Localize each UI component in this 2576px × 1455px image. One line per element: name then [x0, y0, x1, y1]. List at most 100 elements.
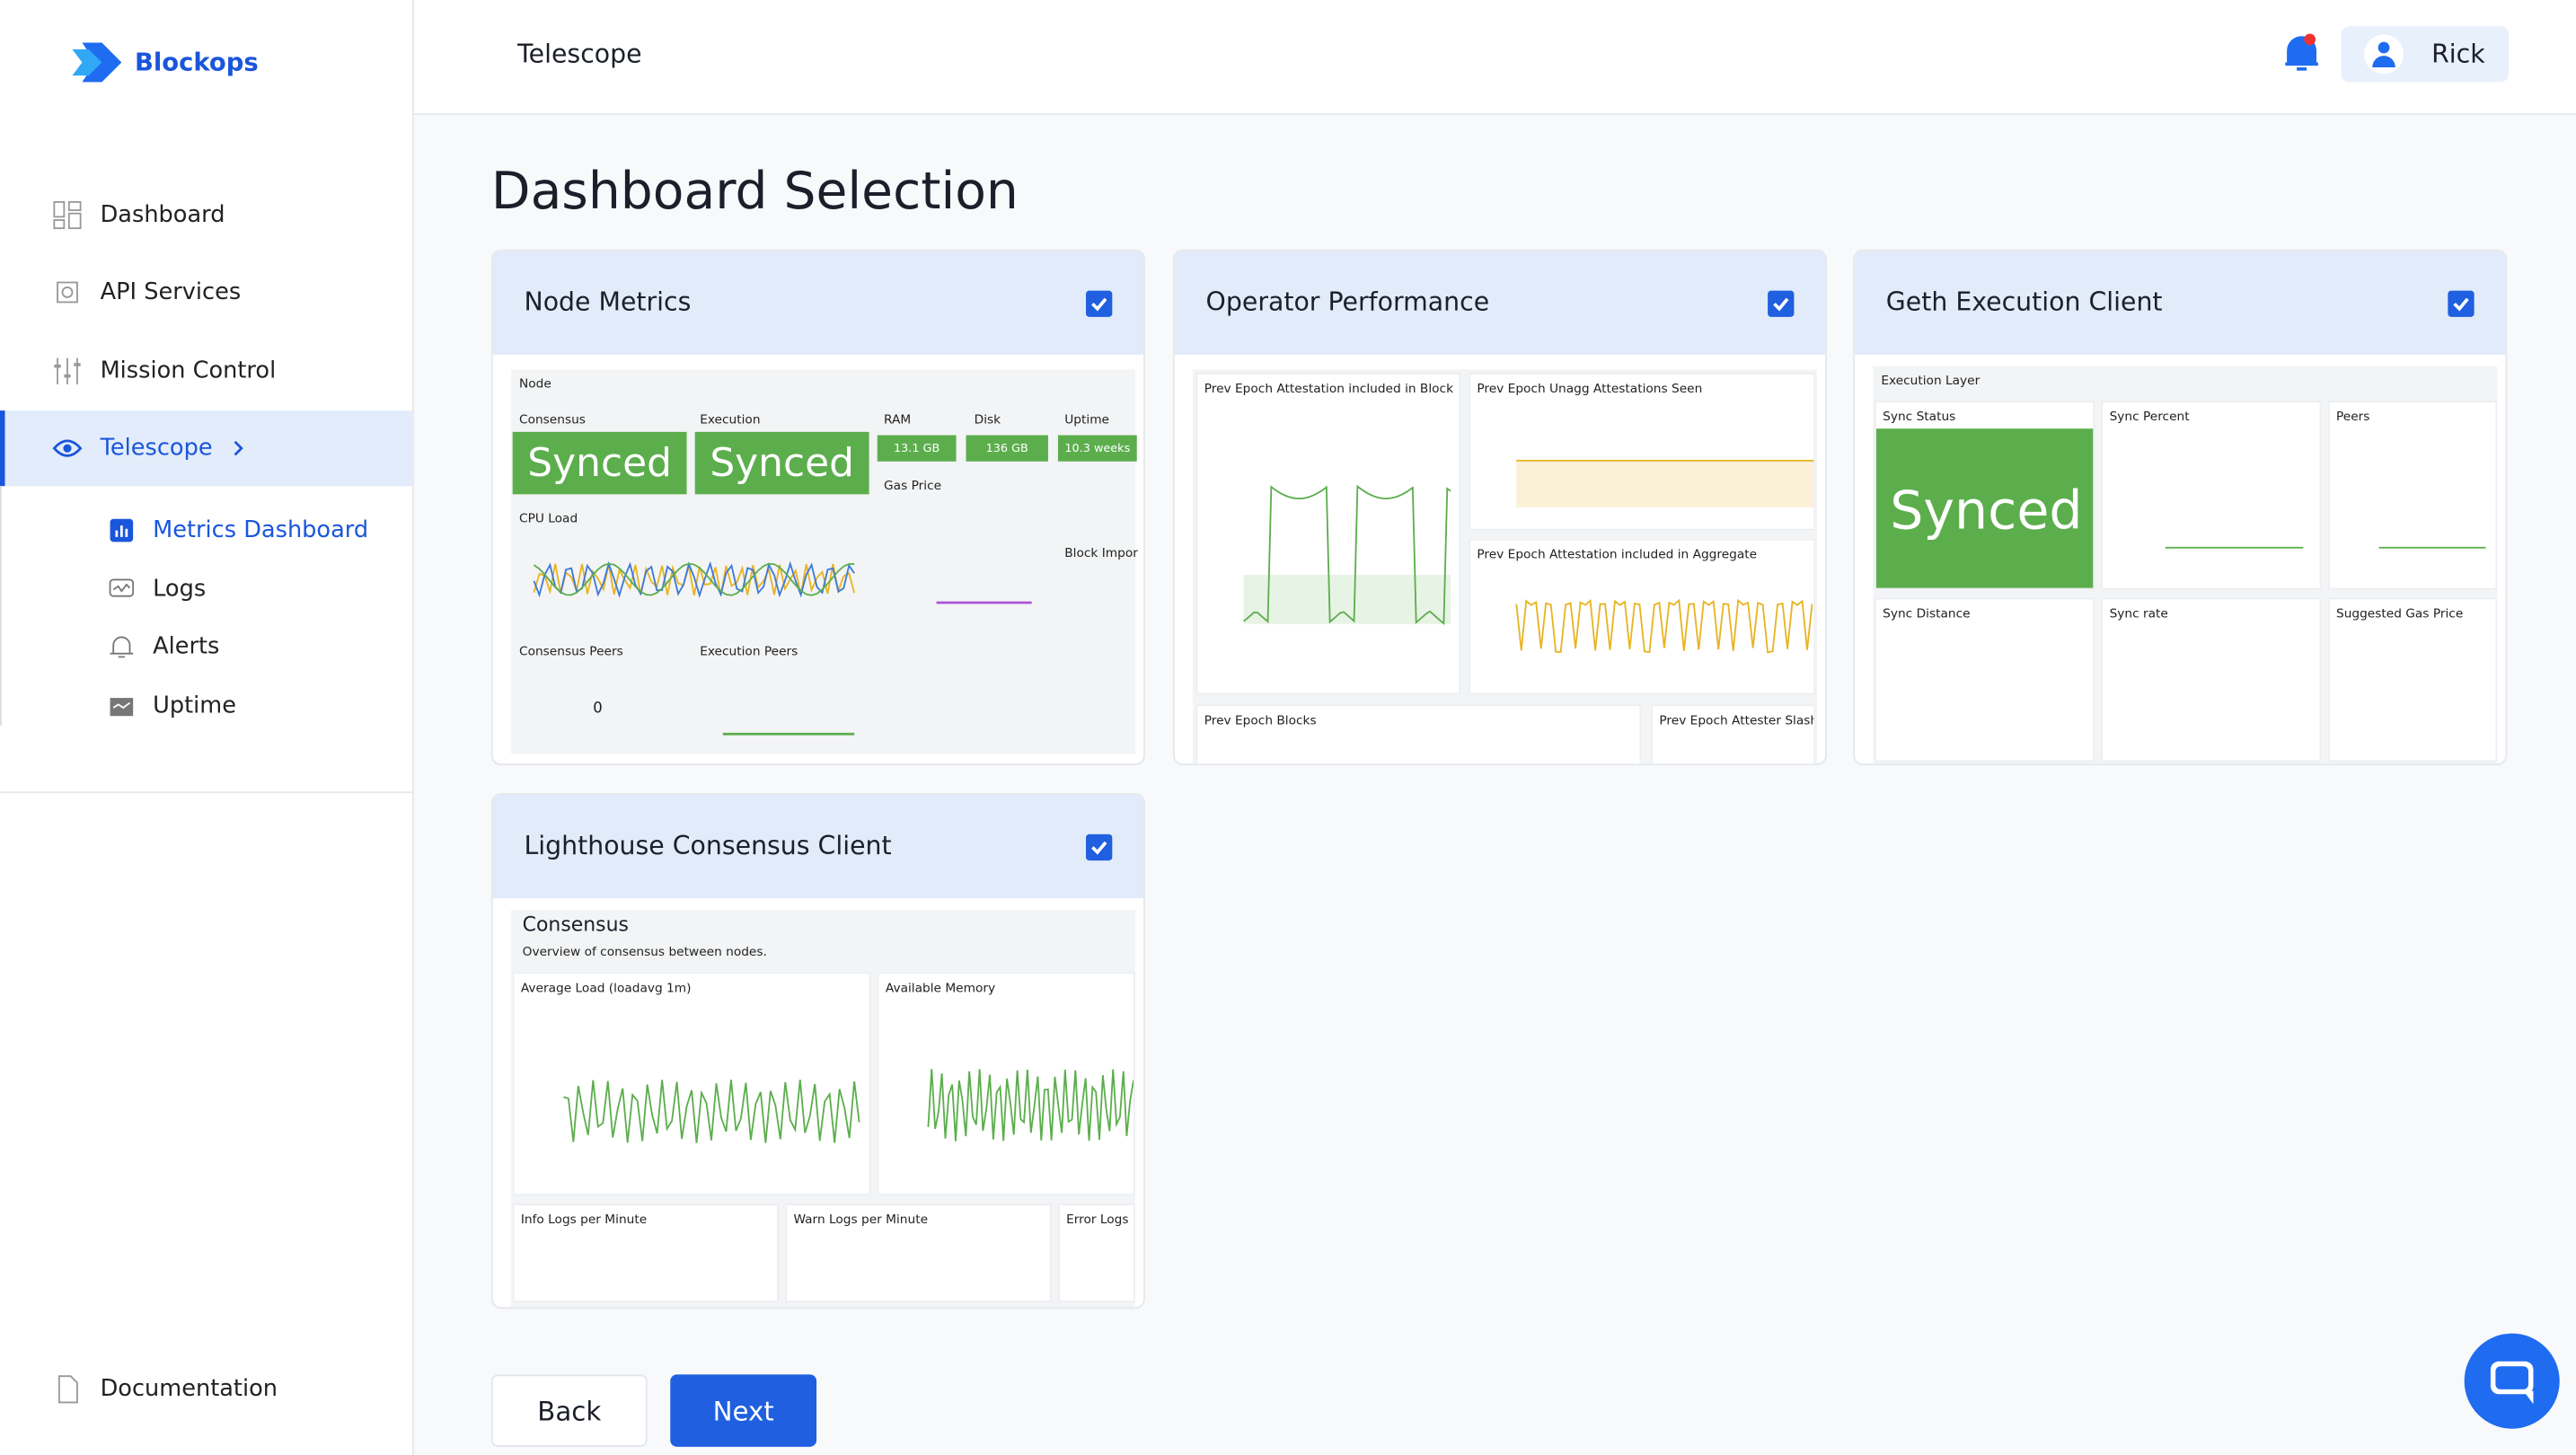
subnav-label: Logs	[153, 576, 207, 604]
icon	[57, 1375, 78, 1404]
spark-line	[563, 1080, 860, 1143]
card-title: Operator Performance	[1205, 287, 1490, 317]
preview-label: RAM	[884, 411, 912, 428]
preview-section: Consensus	[522, 913, 629, 937]
card-header: Lighthouse Consensus Client	[492, 794, 1144, 899]
nav-item[interactable]: Documentation	[0, 1352, 412, 1427]
dashboard-card[interactable]: Operator Performance Prev Epoch Attestat…	[1172, 249, 1827, 766]
sparkline	[722, 732, 855, 736]
spark-line	[533, 562, 855, 596]
icon	[110, 636, 134, 658]
area	[1516, 459, 1814, 507]
nav-item[interactable]: Mission Control	[0, 333, 412, 409]
nav-item[interactable]: API Services	[0, 254, 412, 330]
preview-panel: Info Logs per Minute	[512, 1204, 779, 1302]
checkbox[interactable]	[1086, 290, 1113, 317]
avatar	[2364, 34, 2404, 75]
icon	[53, 200, 82, 230]
sparkline	[1515, 598, 1813, 654]
subnav-item[interactable]: Uptime	[109, 686, 236, 726]
preview-panel: Prev Epoch Attestation included in Block	[1195, 373, 1461, 695]
panel-title: Sync Percent	[2109, 409, 2190, 424]
chevron	[234, 440, 243, 456]
icon	[109, 578, 135, 597]
preview-panel: Warn Logs per Minute	[785, 1204, 1052, 1302]
subnav-item-active[interactable]: Metrics Dashboard	[109, 511, 368, 551]
preview-panel: Average Load (loadavg 1m)	[512, 972, 871, 1196]
icon	[57, 281, 78, 304]
button-label: Next	[712, 1395, 774, 1426]
panel-title: Average Load (loadavg 1m)	[520, 980, 692, 996]
dashboard-card[interactable]: Node Metrics Node Consensus Execution RA…	[490, 249, 1145, 766]
chat-button[interactable]	[2463, 1332, 2562, 1431]
panel-title: Sync Status	[1883, 409, 1956, 424]
preview-label: Execution Peers	[700, 643, 798, 659]
subnav-label: Metrics Dashboard	[153, 516, 369, 544]
status-value: Synced	[694, 431, 869, 495]
check-mark	[1091, 841, 1107, 855]
spark-line	[1515, 598, 1813, 654]
stat-value: 136 GB	[966, 435, 1048, 462]
preview-label: Gas Price	[884, 478, 942, 493]
panel-title: Prev Epoch Blocks	[1204, 712, 1317, 728]
panel-title: Sync Distance	[1883, 605, 1971, 622]
checkbox[interactable]	[2448, 290, 2475, 317]
subnav-label: Uptime	[153, 692, 236, 719]
preview-label: Consensus Peers	[518, 643, 623, 659]
preview-panel: Prev Epoch Blocks	[1195, 704, 1642, 764]
nav-item[interactable]: Dashboard	[0, 177, 412, 252]
dashboard-card[interactable]: Geth Execution Client Execution Layer Sy…	[1853, 249, 2508, 766]
status-value: Synced	[512, 431, 687, 495]
preview-panel: Sync rate	[2101, 597, 2322, 763]
panel-title: Prev Epoch Attestation included in Aggre…	[1477, 546, 1758, 562]
panel-title: Suggested Gas Price	[2335, 605, 2464, 622]
panel-title: Info Logs per Minute	[520, 1212, 648, 1227]
sparkline	[533, 560, 856, 598]
preview-section: Execution Layer	[1881, 373, 1981, 388]
button-label: Back	[537, 1395, 602, 1426]
preview-panel: Prev Epoch Attestation included in Aggre…	[1469, 538, 1816, 695]
nav-label: API Services	[100, 278, 242, 306]
next-button[interactable]: Next	[670, 1374, 817, 1447]
panel-title: Prev Epoch Attestation included in Block	[1204, 381, 1454, 396]
nav-label: Mission Control	[100, 357, 277, 384]
line	[2165, 546, 2304, 549]
status-value: Synced	[1875, 428, 2094, 588]
check-mark	[1773, 297, 1789, 312]
user-menu[interactable]: Rick	[2341, 26, 2510, 83]
page-title: Dashboard Selection	[490, 163, 1019, 222]
active-bar	[0, 410, 5, 487]
card-title: Lighthouse Consensus Client	[524, 831, 892, 861]
card-header: Operator Performance	[1174, 251, 1826, 355]
card-preview: Node Consensus Execution RAM Disk Uptime…	[493, 355, 1143, 763]
preview-label: Disk	[974, 411, 1001, 428]
subnav-item[interactable]: Logs	[109, 569, 206, 609]
checkbox[interactable]	[1768, 290, 1795, 317]
preview-section: Node	[518, 375, 551, 392]
dashboard-card[interactable]: Lighthouse Consensus Client Consensus Ov…	[490, 793, 1145, 1310]
preview-panel: Prev Epoch Unagg Attestations Seen	[1469, 373, 1816, 531]
icon	[52, 439, 83, 457]
card-preview: Execution Layer Sync Status Synced Sync P…	[1855, 355, 2505, 764]
notification-bell[interactable]	[2283, 33, 2319, 76]
subnav-item[interactable]: Alerts	[109, 627, 219, 666]
back-button[interactable]: Back	[490, 1374, 648, 1447]
card-preview: Consensus Overview of consensus between …	[493, 898, 1143, 1308]
checkbox[interactable]	[1086, 833, 1113, 861]
user-name: Rick	[2431, 39, 2485, 69]
preview-panel: Error Logs	[1057, 1204, 1135, 1302]
panel-title: Available Memory	[885, 980, 996, 996]
sparkline	[1243, 484, 1451, 625]
header-title: Telescope	[517, 39, 642, 69]
sparkline	[563, 1080, 860, 1143]
card-title: Geth Execution Client	[1885, 287, 2163, 317]
preview-label: Block Impor	[1064, 545, 1138, 560]
panel-title: Prev Epoch Attester Slashi	[1659, 712, 1816, 728]
divider	[0, 791, 413, 794]
nav-item-active[interactable]: Telescope	[0, 410, 413, 487]
preview-panel: Prev Epoch Attester Slashi	[1651, 704, 1816, 764]
panel-title: Error Logs	[1066, 1212, 1129, 1227]
panel-title: Sync rate	[2109, 605, 2168, 622]
stat-value: 10.3 weeks	[1057, 435, 1137, 462]
